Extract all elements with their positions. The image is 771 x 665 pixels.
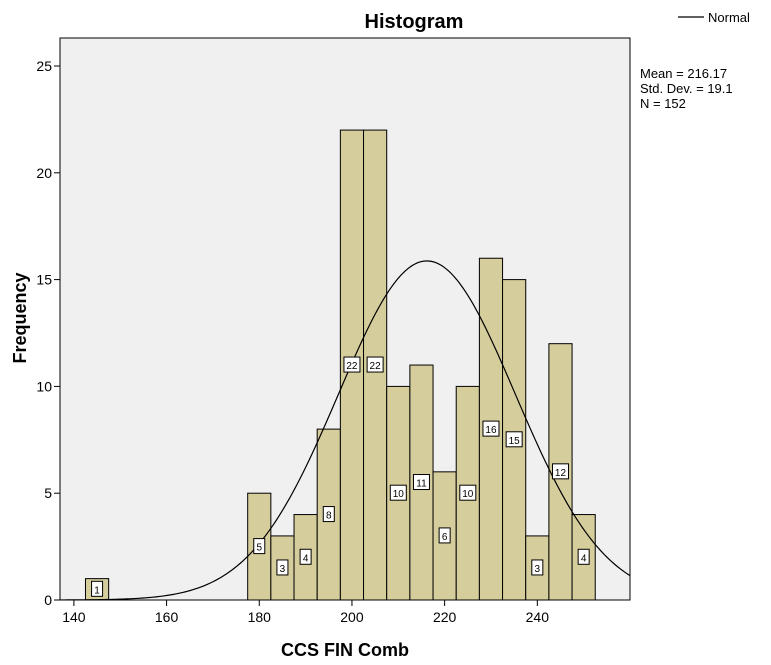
bar-label-box [389,484,407,501]
bar-label: 4 [581,553,587,564]
x-tick-label: 220 [433,609,457,625]
bar-label-box [322,506,335,523]
legend: Normal [678,10,750,25]
bar-label: 5 [256,543,262,554]
bar-label-box [276,559,289,576]
bar-label: 10 [393,489,405,500]
x-axis-label: CCS FIN Comb [281,640,409,660]
x-tick-label: 160 [155,609,179,625]
legend-label-normal: Normal [708,10,750,25]
x-tick-label: 240 [526,609,550,625]
y-tick-label: 20 [36,165,52,181]
x-tick-label: 200 [340,609,364,625]
bar-label: 15 [509,436,521,447]
bar-label-box [459,484,477,501]
bar-label: 22 [370,361,382,372]
chart-title: Histogram [365,11,464,33]
y-tick-label: 25 [36,58,52,74]
bar-label-box [482,420,500,437]
bar-label-box [366,356,384,373]
bar-label-box [299,548,312,565]
bar-label-box [343,356,361,373]
y-tick-label: 15 [36,272,52,288]
bar-label: 11 [416,479,427,490]
stat-std-dev: Std. Dev. = 19.1 [640,81,733,96]
bar-label: 3 [280,564,286,575]
bar-label-box [531,559,544,576]
stat-mean: Mean = 216.17 [640,66,727,81]
bar-label: 8 [326,511,332,522]
bars [84,129,596,601]
y-axis: 0 5 10 15 20 25 [36,58,60,608]
bar-label-box [505,431,523,448]
y-axis-label: Frequency [10,272,30,363]
x-tick-label: 180 [248,609,272,625]
y-tick-label: 10 [36,378,52,394]
x-tick-label: 140 [62,609,86,625]
y-tick-label: 0 [44,592,52,608]
bar-label: 3 [535,564,541,575]
bar-label: 10 [462,489,474,500]
bar-label-box [577,548,590,565]
bar-label: 16 [485,425,497,436]
normal-curve-layer [59,260,631,601]
bar-label-box [91,580,104,597]
bar-label: 22 [346,361,358,372]
stats-block: Mean = 216.17 Std. Dev. = 19.1 N = 152 [640,66,733,111]
y-tick-label: 5 [44,485,52,501]
bar-label-box [412,474,430,491]
x-axis: 140 160 180 200 220 240 [62,600,549,625]
bar-label-box [438,527,451,544]
bar-label: 1 [94,585,100,596]
stat-n: N = 152 [640,96,686,111]
bar-label-box [253,538,266,555]
bar-label: 12 [555,468,567,479]
bar-label: 6 [442,532,448,543]
bar-label-box [551,463,569,480]
normal-curve [59,260,631,601]
bar-label: 4 [303,553,309,564]
